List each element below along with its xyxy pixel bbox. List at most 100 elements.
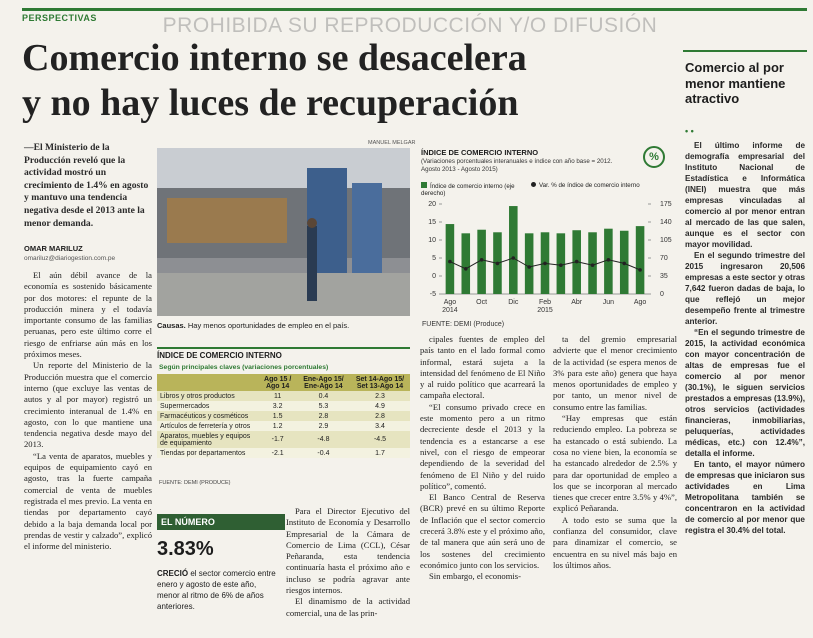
chart-title: ÍNDICE DE COMERCIO INTERNO [421, 148, 539, 157]
paragraph: Un reporte del Ministerio de la Producci… [24, 360, 152, 450]
paragraph: “Hay empresas que están reduciendo emple… [553, 413, 677, 514]
paragraph: Sin embargo, el economis- [429, 571, 521, 582]
bar [445, 224, 455, 294]
table-cell: Libros y otros productos [157, 391, 259, 401]
table-cell: 2.8 [350, 411, 410, 421]
y-tick-label: -5 [430, 291, 436, 298]
paragraph: En el segundo trimestre del 2015 ingresa… [685, 251, 805, 326]
header-cell: Ago 15 / Ago 14 [258, 374, 297, 391]
legend-item: Var. % de índice de comercio interno [531, 182, 671, 189]
text-column: El aún débil avance de la economía es so… [24, 270, 152, 632]
text-column: Para el Director Ejecutivo del Instituto… [286, 506, 410, 632]
y-tick-label: 15 [428, 219, 436, 226]
point [559, 263, 563, 267]
x-tick-label: Oct [476, 299, 487, 306]
table-cell: 2.9 [296, 421, 351, 431]
table-cell: 1.5 [258, 411, 297, 421]
point [495, 261, 500, 266]
y2-tick-label: 105 [660, 237, 672, 244]
table-cell: -0.4 [296, 448, 351, 458]
table-cell: 3.2 [258, 401, 297, 411]
y2-tick-label: 140 [660, 219, 672, 226]
y2-tick-label: 35 [660, 273, 668, 280]
table-source: FUENTE: DEMI (PRODUCE) [159, 480, 231, 486]
point [638, 268, 642, 272]
number-lead: CRECIÓ [157, 569, 189, 578]
table-title: ÍNDICE DE COMERCIO INTERNO [157, 347, 410, 360]
paragraph: “En el segundo trimestre de 2015, la act… [685, 328, 805, 458]
legend: Índice de comercio interno (eje derecho)… [421, 182, 679, 197]
point [590, 263, 595, 267]
sidebar-title: Comercio al por menor mantiene atractivo [685, 60, 786, 106]
email: omariluz@diariogestion.com.pe [24, 255, 116, 262]
paragraph: En tanto, el mayor número de empresas qu… [685, 460, 805, 535]
paragraph: El aún débil avance de la economía es so… [24, 270, 152, 360]
table-cell: 1.2 [258, 421, 297, 431]
author: OMAR MARILUZ [24, 244, 83, 253]
bar [635, 226, 645, 294]
table-cell: Farmacéuticos y cosméticos [157, 411, 259, 421]
point [574, 259, 579, 264]
chart-source: FUENTE: DEMI (Produce) [422, 321, 504, 328]
table-cell: 1.7 [350, 448, 410, 458]
table-cell: Tiendas por departamentos [157, 448, 259, 458]
table-cell: Aparatos, muebles y equipos de equipamie… [157, 431, 259, 448]
y2-tick-label: 0 [660, 291, 664, 298]
y-tick-label: 5 [432, 255, 436, 262]
y2-tick-label: 175 [660, 201, 672, 208]
bar [509, 206, 518, 294]
table-cell: -4.8 [296, 431, 351, 448]
x-tick-label: Abr [571, 299, 583, 306]
table-row: Farmacéuticos y cosméticos 1.5 2.8 2.8 [157, 411, 410, 421]
number-figure: 3.83% [157, 538, 214, 560]
chart-badge: % [643, 146, 665, 168]
y2-tick-label: 70 [660, 255, 668, 262]
photo-caption: Causas. Hay menos oportunidades de emple… [157, 321, 349, 330]
text-column: ta del gremio empresarial advierte que e… [553, 334, 677, 632]
table-row: Artículos de ferretería y otros 1.2 2.9 3.4 [157, 421, 410, 431]
photo [157, 148, 410, 316]
x-tick-label: Ago [634, 299, 647, 306]
point [479, 258, 484, 262]
point [511, 256, 516, 260]
table-cell: 4.9 [350, 401, 410, 411]
legend-label: Índice de comercio interno (eje derecho) [421, 183, 515, 198]
y-tick-label: 0 [432, 273, 436, 280]
point [622, 261, 627, 266]
paragraph: ta del gremio empresarial advierte que e… [553, 334, 677, 412]
x-tick-label: Dic [508, 299, 519, 306]
caption-text: Hay menos oportunidades de empleo en el … [187, 321, 350, 330]
paragraph: “El consumo privado crece en este moment… [420, 401, 545, 491]
bar [524, 233, 534, 294]
text-column: cipales fuentes de empleo del país tanto… [420, 334, 545, 632]
table-cell: 0.4 [296, 391, 351, 401]
paragraph: cipales fuentes de empleo del país tanto… [420, 334, 545, 401]
headline-line: y no hay luces de recuperación [22, 82, 519, 124]
table-cell: 11 [258, 391, 297, 401]
sidebar-rule [683, 50, 807, 52]
x-tick-label: Ago 2014 [442, 299, 458, 314]
legend-swatch [531, 182, 536, 187]
paragraph: El último informe de demografía empresar… [685, 141, 805, 249]
point [606, 258, 611, 262]
number-text: CRECIÓ el sector comercio entre enero y … [157, 568, 281, 612]
paragraph: “La venta de aparatos, muebles y equipos… [24, 450, 152, 552]
table-cell: 2.8 [296, 411, 351, 421]
data-table: Ago 15 / Ago 14 Ene-Ago 15/ Ene-Ago 14 Set… [157, 374, 410, 458]
sidebar-dots: • • [685, 126, 694, 136]
bar [461, 233, 471, 294]
table-cell: -2.1 [258, 448, 297, 458]
table-row: Tiendas por departamentos -2.1 -0.4 1.7 [157, 448, 410, 458]
paragraph: Para el Director Ejecutivo del Instituto… [286, 506, 410, 596]
number-body: el sector comercio entre enero y agosto … [157, 569, 276, 611]
section-label: PERSPECTIVAS [22, 13, 97, 23]
headline-line: Comercio interno se desacelera [22, 37, 527, 79]
paragraph: El Banco Central de Reserva (BCR) prevé … [420, 492, 545, 570]
table-cell: 2.3 [350, 391, 410, 401]
legend-swatch [421, 182, 427, 188]
x-tick-label: Jun [603, 299, 614, 306]
table-row: Supermercados 3.2 5.3 4.9 [157, 401, 410, 411]
table-row: Libros y otros productos 11 0.4 2.3 [157, 391, 410, 401]
paragraph: A todo esto se suma que la confianza del… [553, 514, 677, 570]
header-cell: Ene-Ago 15/ Ene-Ago 14 [296, 374, 351, 391]
